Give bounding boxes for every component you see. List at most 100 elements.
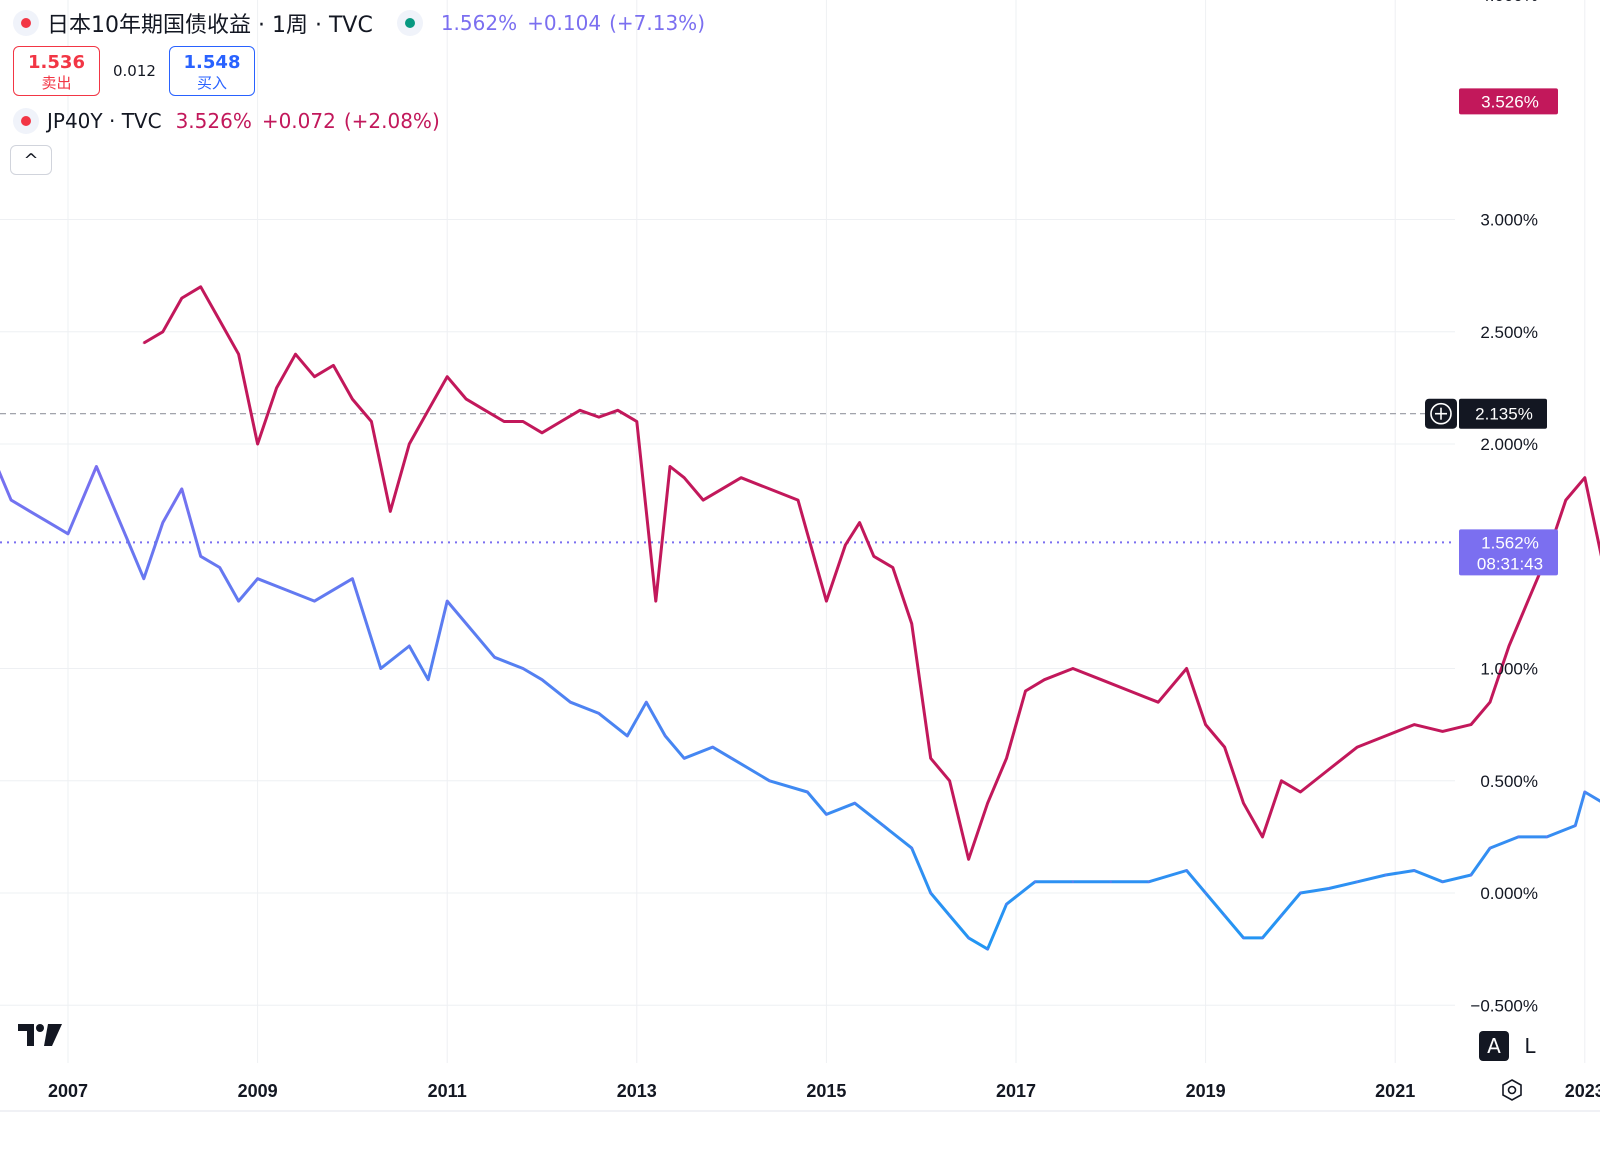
series2-point [332,364,335,367]
series1-value: 1.562% [440,11,518,35]
series2-title: JP40Y · TVC [47,109,162,133]
market-status-icon [396,10,423,36]
series1-point [1469,873,1473,877]
series2-point [427,409,430,412]
series1-point [1441,880,1444,883]
axis-ticks: 4.000% 3.000% 2.500% 2.000% 1.000% 0.500% 0.00… [0,0,1600,1112]
y-tick-label: 1.000% [1480,660,1538,679]
series2-point [1564,498,1568,502]
series2-point [1128,689,1131,693]
series2-point [654,599,657,603]
series1-point [853,802,857,805]
gear-icon[interactable] [1500,1078,1524,1102]
series1-price-tag-text: 1.562% [1481,533,1539,552]
x-tick-label: 2015 [806,1081,846,1101]
series2-point [597,415,601,419]
series2-point [825,599,828,603]
series2-point [1280,779,1283,782]
series1-point [408,644,411,648]
series1-point [28,510,32,513]
crosshair-price-bg [1459,398,1547,429]
series2-point [559,420,563,423]
series1-point [825,813,828,816]
series1-point [540,678,544,681]
y-tick-label: 3.000% [1480,211,1538,230]
x-tick-label: 2011 [428,1081,467,1101]
series1-legend[interactable]: 日本10年期国债收益 · 1周 · TVC 1.562% +0.104 (+7.… [13,7,705,39]
series2-point [1384,734,1387,738]
series2-point [1299,790,1302,794]
series2-point [858,521,861,524]
series2-legend[interactable]: JP40Y · TVC 3.526% +0.072 (+2.08%) [13,108,440,134]
y-tick-label: 0.000% [1480,884,1538,903]
log-scale-button[interactable]: L [1524,1034,1536,1058]
series2-point [446,375,449,378]
series1-point [768,779,771,782]
series1-point [1109,880,1113,883]
series1-point [1356,880,1359,883]
series1-point [986,947,989,951]
series1-point [66,532,70,535]
series2-point [180,296,183,300]
series1-point [1223,914,1226,917]
series1-point [256,577,259,580]
series1-point [910,846,913,850]
series2-dot-icon [13,108,39,134]
series2-point [929,757,932,760]
buy-value: 1.548 [183,52,241,73]
series2-point [1412,723,1416,726]
buy-button[interactable]: 1.548 买入 [169,46,255,96]
series1-change: +0.104 [527,11,602,35]
series2-point [408,442,411,446]
buy-label: 买入 [196,74,227,92]
series1-point [626,734,629,738]
series2-point [502,420,506,423]
collapse-legend-button[interactable]: ^ [10,145,52,175]
series2-point [1043,678,1046,681]
spread-value: 0.012 [113,62,156,80]
y-tick-label: 2.500% [1480,323,1538,342]
series2-point [891,566,894,569]
series2-point [483,409,487,412]
series2-point [313,375,316,378]
series1-point [1412,869,1416,872]
series1-price-tag-bg [1459,529,1558,576]
series2-point [199,285,202,289]
series2-change-pct: (+2.08%) [343,109,440,133]
series2-point [910,622,913,625]
series2-point [521,420,525,423]
series1-point [1299,891,1302,895]
series2-point [635,420,638,423]
series1-point [730,757,733,760]
series2-point [540,431,544,434]
series1-point [569,700,572,704]
series2-point [1100,678,1103,681]
series1-point [929,891,932,895]
series2-point [1242,802,1245,805]
series1-point [1384,873,1387,877]
series1-point [9,498,13,502]
series2-change: +0.072 [261,109,336,133]
series1-point [967,936,970,940]
x-tick-label: 2007 [48,1081,88,1101]
series2-point [616,409,620,412]
series2-point [1071,667,1075,670]
series2-point [464,397,468,401]
series2-price-tag-text: 3.526% [1481,92,1539,111]
sell-button[interactable]: 1.536 卖出 [13,46,100,96]
series2-point [1204,723,1207,726]
series1-point [683,757,686,760]
auto-scale-button[interactable]: A [1479,1031,1509,1061]
series1-point [1517,835,1520,839]
series1-point [493,656,496,659]
series2-point [796,498,800,502]
series1-point [427,678,430,681]
series-line-jp10y [0,465,1600,951]
series2-point [948,779,951,782]
series1-point [95,465,98,468]
series1-point [379,667,383,670]
series2-point [967,858,970,861]
series2-point [256,442,259,446]
series1-point [645,700,648,704]
